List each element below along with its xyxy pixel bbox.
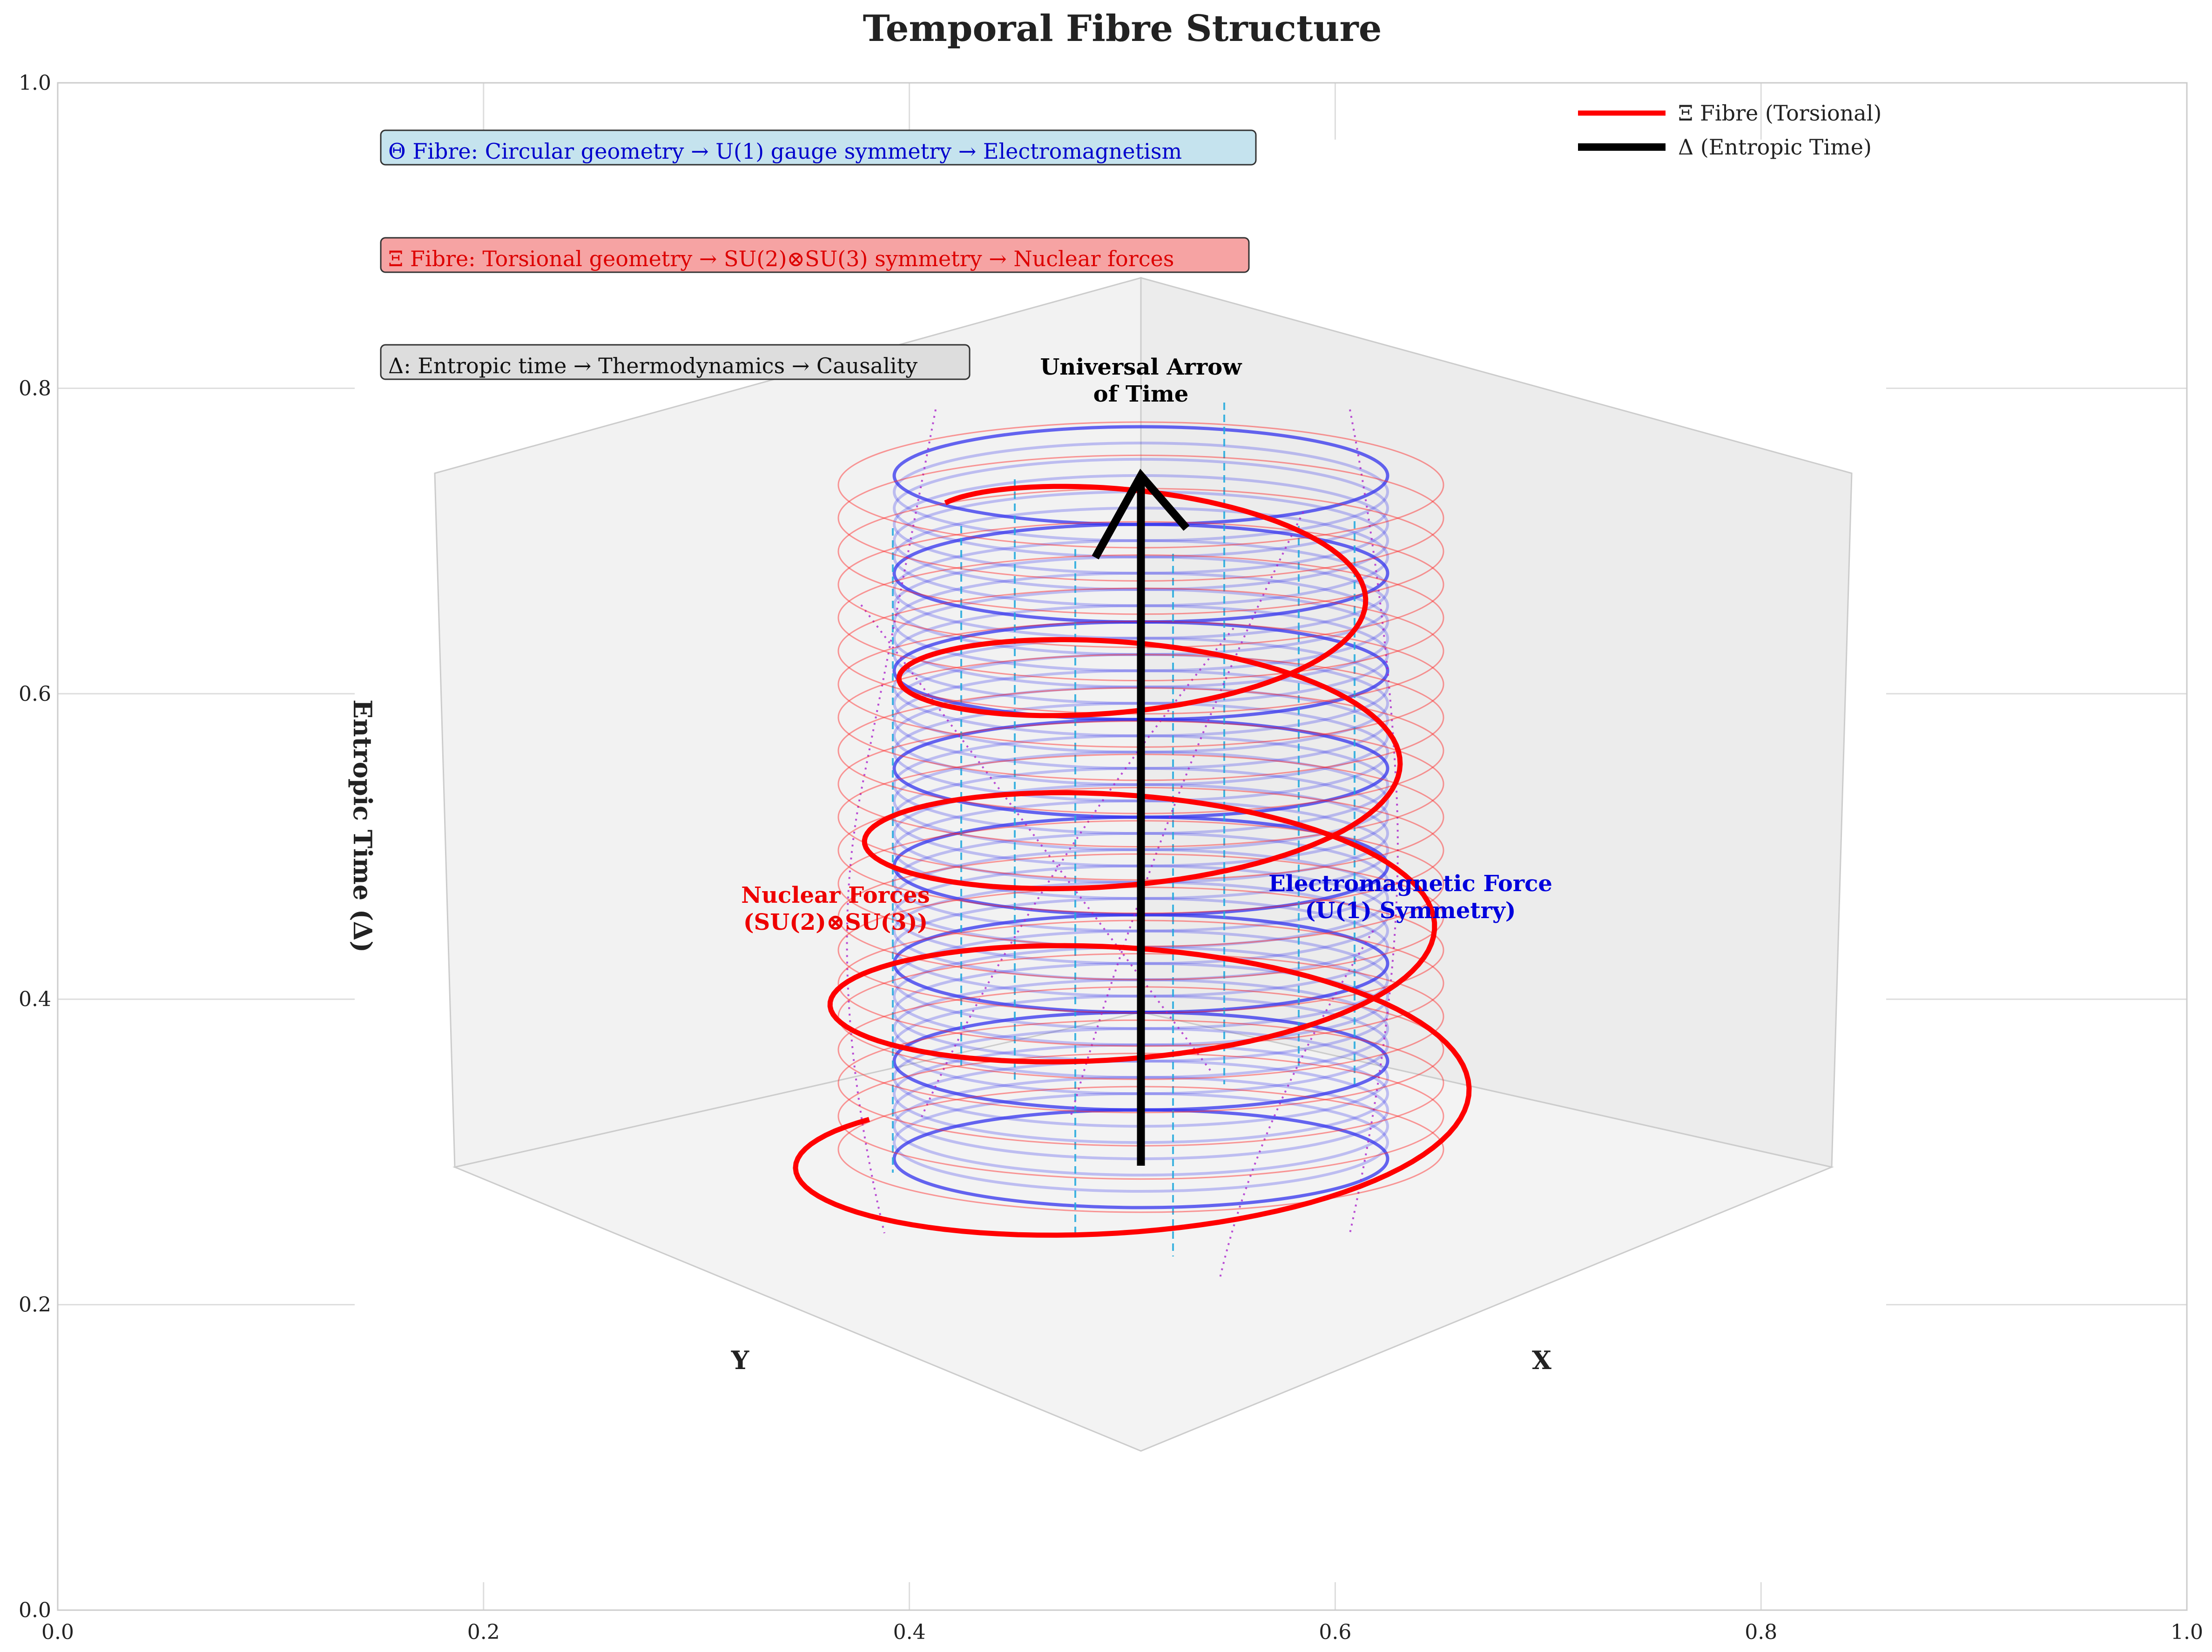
x-tick-label: 0.6	[1319, 1620, 1351, 1644]
plot-frame	[57, 82, 2188, 1611]
info-box-text: Ξ Fibre: Torsional geometry → SU(2)⊗SU(3…	[388, 246, 1174, 271]
annotation-text: Nuclear Forces	[741, 882, 930, 908]
annotation-text: of Time	[1093, 381, 1189, 407]
legend: Ξ Fibre (Torsional) Δ (Entropic Time)	[1578, 101, 1882, 160]
z-axis-label: Entropic Time (Δ)	[348, 699, 378, 953]
annotation-text: (U(1) Symmetry)	[1305, 898, 1516, 924]
y-axis-label: Y	[731, 1345, 750, 1375]
y-tick-label: 0.4	[19, 987, 51, 1011]
3d-panes	[355, 140, 1886, 1582]
delta-arrow-head	[1092, 469, 1190, 560]
theta-helical-trace	[1070, 511, 1304, 1117]
x-tick-label: 1.0	[2171, 1620, 2203, 1644]
annotation-text: Electromagnetic Force	[1268, 871, 1552, 897]
y-tick-label: 1.0	[19, 71, 51, 95]
xi-torsional-helix	[793, 484, 1472, 1238]
x-tick-label: 0.2	[467, 1620, 500, 1644]
y-tick-label: 0.2	[19, 1293, 51, 1317]
theta-helical-trace	[1349, 409, 1399, 1234]
legend-label: Ξ Fibre (Torsional)	[1678, 101, 1882, 126]
info-box-text: Θ Fibre: Circular geometry → U(1) gauge …	[388, 139, 1182, 164]
info-boxes: Θ Fibre: Circular geometry → U(1) gauge …	[380, 129, 1257, 380]
x-tick-label: 0.4	[893, 1620, 926, 1644]
annotation-text: Universal Arrow	[1040, 354, 1243, 380]
x-tick-label: 0.0	[41, 1620, 74, 1644]
annotation-text: (SU(2)⊗SU(3))	[743, 909, 928, 935]
delta-arrow	[1092, 469, 1190, 1166]
y-tick-label: 0.0	[19, 1598, 51, 1622]
legend-label: Δ (Entropic Time)	[1678, 134, 1872, 160]
info-box	[380, 344, 971, 380]
info-box-text: Δ: Entropic time → Thermodynamics → Caus…	[388, 353, 917, 378]
x-axis-label: X	[1532, 1345, 1551, 1375]
y-tick-label: 0.6	[19, 682, 51, 706]
x-tick-label: 0.8	[1745, 1620, 1777, 1644]
tick-labels: 0.0 0.2 0.4 0.6 0.8 1.0 0.0 0.2 0.4 0.6 0.8 1.0	[19, 71, 2203, 1644]
y-tick-label: 0.8	[19, 376, 51, 400]
theta-helical-trace	[860, 604, 1211, 1071]
info-box	[380, 237, 1250, 273]
chart-title: Temporal Fibre Structure	[863, 7, 1382, 50]
info-box	[380, 129, 1257, 166]
